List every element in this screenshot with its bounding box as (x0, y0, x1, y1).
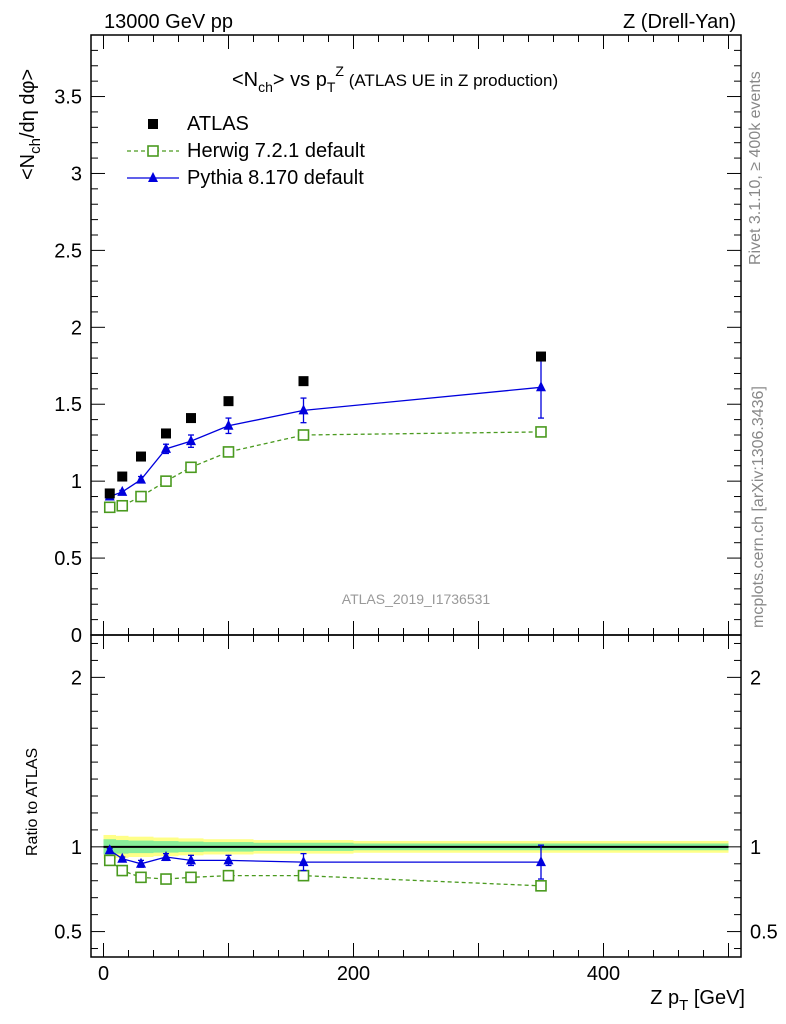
herwig-line (109, 431, 542, 508)
header-left: 13000 GeV pp (104, 11, 233, 33)
ratio-herwig-point (185, 871, 197, 884)
ratio-y-tick-label: 0.5 (54, 922, 82, 944)
main-y-tick-label: 0.5 (54, 548, 82, 570)
ratio-y-tick-label-right: 0.5 (750, 922, 778, 944)
herwig-point (135, 490, 147, 503)
atlas-point (536, 351, 546, 362)
ratio-y-axis-label: Ratio to ATLAS (24, 748, 41, 856)
ratio-y-tick-label: 2 (71, 667, 82, 689)
pythia-point (298, 404, 309, 415)
ratio-pythia-point (223, 854, 234, 865)
herwig-point (185, 461, 197, 474)
legend-label: Herwig 7.2.1 default (187, 140, 365, 162)
x-tick-label: 400 (587, 963, 620, 985)
ratio-herwig-point (160, 873, 172, 885)
ratio-pythia-point (136, 857, 146, 868)
main-y-tick-label: 2 (71, 317, 82, 339)
main-panel: 0 0.5 1 1.5 2 2.5 3 3.5 ATLAS Herwig 7.2.1 defaul… (54, 34, 742, 647)
ratio-herwig-line (109, 859, 542, 887)
ratio-pythia-point (104, 844, 115, 855)
atlas-point (161, 428, 171, 439)
ratio-panel: 0 200 400 0.5 0.5 1 1 2 2 (54, 621, 778, 985)
x-tick-label: 200 (337, 963, 370, 985)
x-tick-label: 0 (98, 963, 109, 985)
atlas-point (298, 376, 309, 387)
pythia-line (109, 386, 542, 498)
herwig-point (103, 501, 116, 514)
rivet-label: Rivet 3.1.10, ≥ 400k events (747, 71, 764, 265)
pythia-point (117, 485, 128, 496)
atlas-point (117, 471, 128, 482)
main-y-tick-label: 2.5 (54, 240, 82, 262)
ratio-pythia-point (161, 851, 171, 862)
herwig-point (116, 499, 129, 512)
header-right: Z (Drell-Yan) (623, 11, 736, 33)
main-y-tick-label: 3 (71, 163, 82, 185)
legend-herwig-marker (147, 145, 159, 157)
x-axis-label: Z pT [GeV] (650, 987, 745, 1014)
ratio-herwig-point (103, 854, 116, 867)
ratio-frame (90, 634, 742, 958)
ratio-y-tick-label-right: 1 (750, 837, 761, 859)
ratio-herwig-point (535, 880, 547, 892)
ratio-herwig-point (116, 864, 129, 877)
ratio-pythia-point (117, 852, 128, 863)
herwig-point (160, 475, 172, 487)
atlas-point (104, 488, 115, 499)
main-y-tick-label: 0 (71, 625, 82, 647)
ratio-pythia-point (186, 854, 196, 865)
ratio-herwig-point (135, 871, 147, 884)
main-y-tick-label: 1 (71, 471, 82, 493)
legend-label: ATLAS (187, 113, 249, 135)
pythia-point (536, 381, 546, 392)
mcplots-label: mcplots.cern.ch [arXiv:1306.3436] (750, 386, 767, 628)
ratio-y-tick-label: 1 (71, 837, 82, 859)
pythia-point (223, 419, 234, 430)
atlas-point (136, 451, 146, 462)
watermark: ATLAS_2019_I1736531 (342, 591, 491, 607)
herwig-point (297, 429, 310, 441)
atlas-point (186, 413, 196, 424)
atlas-point (223, 396, 234, 407)
main-y-axis-label: <Nch/dη dφ> (17, 69, 44, 180)
main-title: <Nch> vs pTZ (ATLAS UE in Z production) (232, 63, 558, 95)
ratio-herwig-point (222, 869, 235, 882)
main-y-tick-label: 1.5 (54, 394, 82, 416)
pythia-point (161, 442, 171, 453)
ratio-y-tick-label-right: 2 (750, 667, 761, 689)
pythia-point (186, 435, 196, 446)
ratio-pythia-point (298, 856, 309, 867)
ratio-pythia-point (536, 856, 546, 867)
pythia-point (136, 473, 146, 484)
herwig-point (535, 426, 547, 438)
main-y-tick-label: 3.5 (54, 87, 82, 109)
legend-atlas-marker (148, 119, 158, 129)
herwig-point (222, 446, 235, 458)
ratio-herwig-point (297, 869, 310, 882)
legend-label: Pythia 8.170 default (187, 167, 364, 189)
legend-pythia-marker (148, 172, 158, 182)
